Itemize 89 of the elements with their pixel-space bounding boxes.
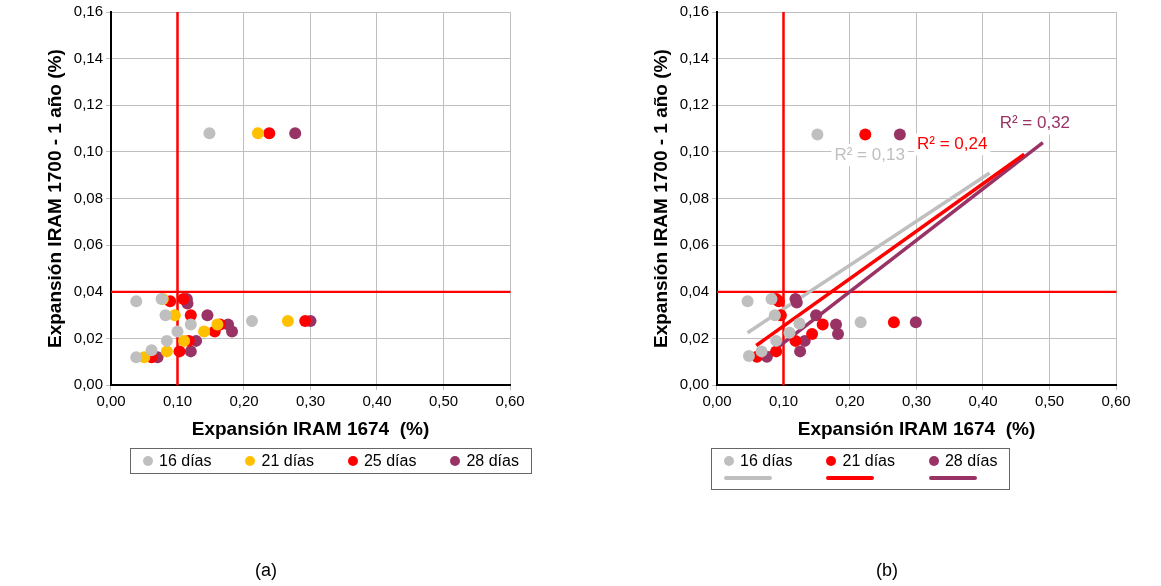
y-tick-label: 0,08 xyxy=(679,188,709,206)
point xyxy=(811,128,824,141)
y-tick-label: 0,16 xyxy=(73,2,103,20)
point xyxy=(198,325,211,338)
x-tick-label: 0,50 xyxy=(1034,392,1065,410)
point xyxy=(245,315,258,328)
legend-label: 16 días xyxy=(740,452,793,470)
legend-label: 28 días xyxy=(944,452,998,470)
legend-label: 25 días xyxy=(363,452,417,470)
point xyxy=(159,309,172,322)
x-tick-label: 0,40 xyxy=(968,392,998,410)
x-tick-label: 0,10 xyxy=(162,392,193,410)
x-tick-label: 0,30 xyxy=(901,392,932,410)
point xyxy=(173,345,186,358)
point xyxy=(783,326,796,339)
point xyxy=(810,309,823,322)
point xyxy=(130,295,143,308)
point xyxy=(741,295,754,308)
point xyxy=(201,309,214,322)
annotation: R² = 0,24 xyxy=(917,133,988,153)
point xyxy=(909,316,922,329)
x-tick-label: 0,40 xyxy=(362,392,392,410)
y-tick-label: 0,12 xyxy=(73,95,103,113)
y-tick-label: 0,00 xyxy=(73,375,103,393)
point xyxy=(203,127,216,140)
point xyxy=(281,315,294,328)
y-axis-title: Expansión IRAM 1700 - 1 año (%) xyxy=(649,49,671,348)
point xyxy=(816,318,829,331)
point xyxy=(854,316,867,329)
point xyxy=(768,309,781,322)
point xyxy=(184,318,197,331)
point xyxy=(887,316,900,329)
legend-label: 21 días xyxy=(261,452,314,470)
legend-label: 28 días xyxy=(466,452,519,470)
y-tick-label: 0,12 xyxy=(679,95,709,113)
y-tick-label: 0,10 xyxy=(679,142,709,160)
point xyxy=(742,350,755,363)
point xyxy=(770,334,783,347)
y-tick-label: 0,04 xyxy=(679,282,709,300)
x-axis-title: Expansión IRAM 1674 (%) xyxy=(797,417,1036,439)
y-tick-label: 0,16 xyxy=(679,2,709,20)
y-tick-label: 0,14 xyxy=(73,48,103,66)
point xyxy=(251,127,264,140)
y-tick-label: 0,06 xyxy=(73,235,103,253)
x-tick-label: 0,20 xyxy=(229,392,259,410)
point xyxy=(178,334,191,347)
point xyxy=(160,345,173,358)
y-tick-label: 0,06 xyxy=(679,235,709,253)
x-tick-label: 0,20 xyxy=(835,392,865,410)
point xyxy=(130,351,143,364)
point xyxy=(263,127,276,140)
x-axis-title: Expansión IRAM 1674 (%) xyxy=(191,417,430,439)
y-tick-label: 0,08 xyxy=(73,188,103,206)
y-tick-label: 0,02 xyxy=(73,328,103,346)
point xyxy=(893,128,906,141)
x-tick-label: 0,00 xyxy=(96,392,126,410)
point xyxy=(765,292,778,305)
x-tick-label: 0,60 xyxy=(495,392,525,410)
point xyxy=(806,327,819,340)
point xyxy=(770,345,783,358)
point xyxy=(755,345,768,358)
point xyxy=(226,325,239,338)
point xyxy=(832,327,845,340)
annotation: R² = 0,13 xyxy=(834,144,905,164)
y-tick-label: 0,10 xyxy=(73,142,103,160)
point xyxy=(289,127,302,140)
x-tick-label: 0,50 xyxy=(428,392,459,410)
y-tick-label: 0,14 xyxy=(679,48,709,66)
text: (b) xyxy=(876,560,898,581)
text: (a) xyxy=(255,560,277,581)
point xyxy=(859,128,872,141)
point xyxy=(171,325,184,338)
y-tick-label: 0,02 xyxy=(679,328,709,346)
point xyxy=(793,317,806,330)
point xyxy=(184,345,197,358)
x-tick-label: 0,60 xyxy=(1101,392,1131,410)
point xyxy=(160,334,173,347)
point xyxy=(794,345,807,358)
annotation: R² = 0,32 xyxy=(999,113,1071,133)
y-tick-label: 0,00 xyxy=(679,375,709,393)
x-tick-label: 0,00 xyxy=(702,392,732,410)
x-tick-label: 0,30 xyxy=(295,392,326,410)
legend-label: 21 días xyxy=(842,452,895,470)
legend-label: 16 días xyxy=(159,452,212,470)
point xyxy=(145,344,158,357)
point xyxy=(299,315,312,328)
y-axis-title: Expansión IRAM 1700 - 1 año (%) xyxy=(43,49,65,348)
y-tick-label: 0,04 xyxy=(73,282,103,300)
x-tick-label: 0,10 xyxy=(768,392,799,410)
